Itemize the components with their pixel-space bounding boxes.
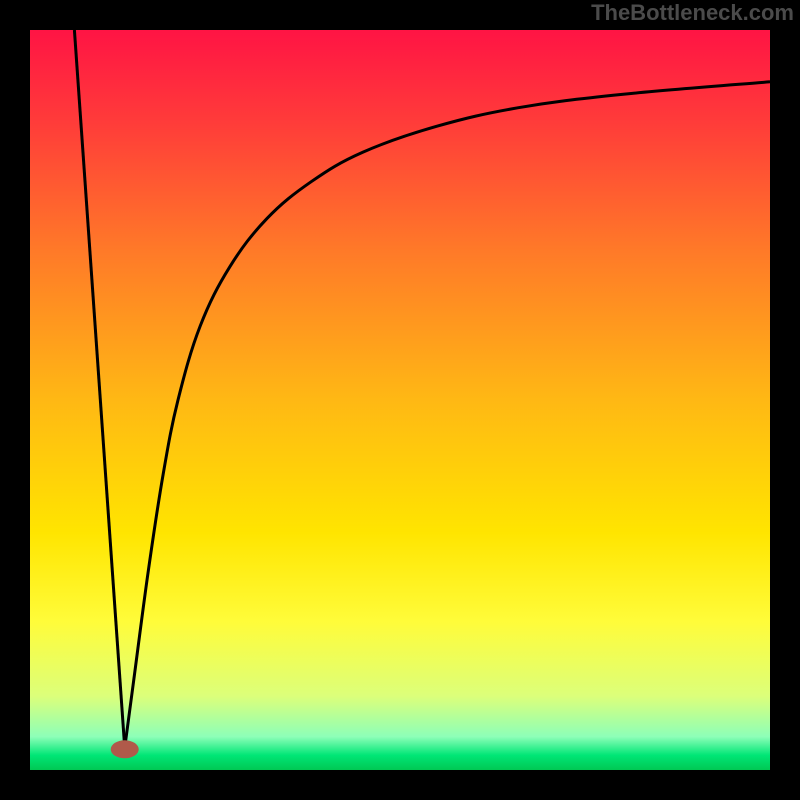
watermark-text: TheBottleneck.com: [591, 0, 794, 26]
chart-container: TheBottleneck.com: [0, 0, 800, 800]
notch-marker: [111, 740, 139, 758]
bottleneck-chart: [0, 0, 800, 800]
plot-background: [30, 30, 770, 770]
